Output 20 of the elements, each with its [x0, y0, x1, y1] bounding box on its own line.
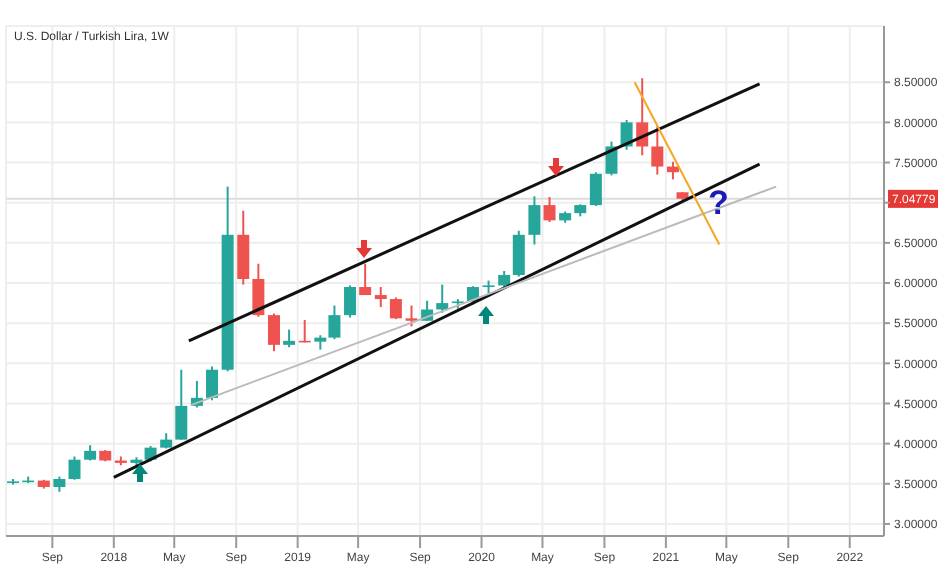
- candlestick: [374, 286, 387, 309]
- candlestick: [68, 455, 81, 481]
- candlestick: [267, 312, 280, 353]
- candlestick: [543, 196, 556, 223]
- candlestick: [436, 283, 449, 314]
- candlestick: [359, 262, 372, 297]
- candlestick: [344, 284, 357, 319]
- candlestick: [589, 171, 602, 207]
- candlestick: [605, 140, 618, 177]
- candlestick: [252, 262, 265, 318]
- candlestick: [175, 368, 188, 441]
- candlestick: [237, 209, 250, 286]
- candlestick: [651, 125, 664, 176]
- candlestick: [328, 304, 341, 341]
- candlestick: [512, 229, 525, 278]
- candlestick: [206, 365, 219, 402]
- candlestick: [389, 296, 402, 321]
- candlestick: [528, 195, 541, 246]
- candlestick: [405, 304, 418, 328]
- annotation: ?: [708, 184, 729, 224]
